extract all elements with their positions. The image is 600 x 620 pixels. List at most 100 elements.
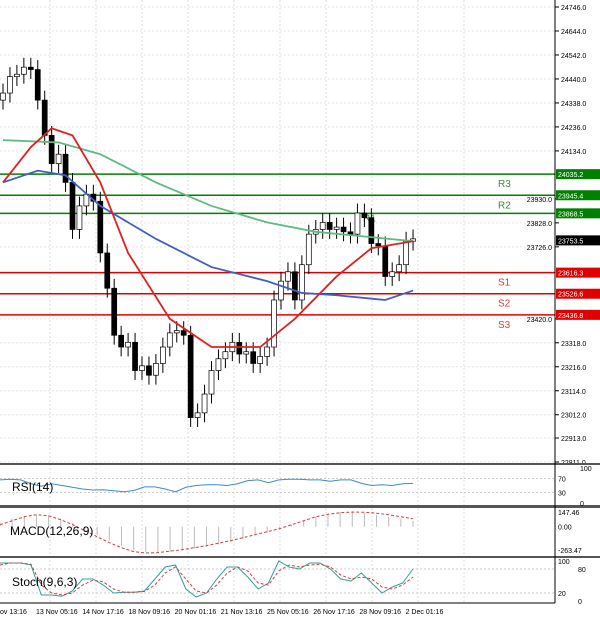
panel-separator [0, 463, 600, 465]
price-tick-label: 24746.0 [561, 5, 586, 12]
rsi-line [0, 478, 414, 493]
stoch-main-line [0, 560, 414, 598]
candle [278, 280, 284, 301]
price-tick-label: 23318.0 [561, 341, 586, 348]
candle [97, 200, 104, 254]
candle [333, 226, 340, 230]
level-label: R3 [498, 179, 511, 190]
candle [222, 351, 229, 360]
stoch-tick: 100 [558, 559, 570, 566]
panel-separator [0, 556, 600, 558]
candle [173, 330, 180, 334]
last-price-badge [556, 235, 600, 246]
price-tick-label: 23828.0 [527, 221, 552, 228]
stoch-signal-line [0, 562, 414, 596]
candle [21, 66, 27, 75]
candle [305, 233, 312, 266]
level-badge [556, 190, 600, 201]
candle [139, 365, 145, 371]
time-tick-label: 13 Nov 05:16 [36, 609, 78, 616]
candle [7, 76, 13, 94]
macd-signal-line [0, 511, 414, 554]
candle [264, 346, 270, 357]
level-value: 23868.5 [558, 211, 583, 218]
candle [250, 351, 257, 364]
candle [389, 271, 396, 277]
time-tick-label: 25 Nov 05:16 [267, 609, 309, 616]
ma-green-line [2, 139, 414, 243]
candle [340, 226, 347, 233]
candle [118, 334, 125, 348]
macd-tick: 147.46 [558, 510, 580, 517]
candle [146, 365, 152, 376]
price-tick-label: 24236.0 [561, 125, 586, 132]
candle [375, 243, 382, 247]
candle [14, 73, 20, 77]
candle [153, 363, 159, 376]
price-tick-label: 23216.0 [561, 365, 586, 372]
level-badge [556, 309, 600, 320]
last-price: 23753.5 [558, 238, 583, 245]
candle [62, 153, 69, 183]
candle [368, 217, 375, 244]
stoch-tick: 80 [578, 567, 586, 574]
price-tick-label: 24338.0 [561, 101, 586, 108]
candle [27, 66, 34, 70]
candle [69, 182, 76, 230]
time-tick-label: ov 13:16 [0, 609, 27, 616]
price-tick-label: 23012.0 [561, 413, 586, 420]
level-value: 23436.8 [558, 313, 583, 320]
price-tick-label: 23726.0 [527, 245, 552, 252]
candle [0, 92, 6, 101]
candle [257, 356, 263, 364]
stoch-tick: 20 [558, 591, 566, 598]
stoch-tick: 0 [578, 599, 582, 606]
candle [111, 287, 118, 336]
level-value: 23526.6 [558, 292, 583, 299]
level-label: S3 [498, 320, 511, 331]
candle [361, 212, 368, 219]
price-tick-label: 23930.0 [527, 197, 552, 204]
level-badge [556, 288, 600, 299]
rsi-tick: 100 [580, 466, 592, 473]
time-tick-label: 18 Nov 09:16 [128, 609, 170, 616]
candle [34, 69, 41, 101]
level-value: 24035.2 [558, 172, 583, 179]
candle [187, 334, 194, 418]
candle [396, 264, 402, 273]
candle [48, 135, 55, 164]
candle [55, 153, 62, 164]
price-tick-label: 23420.0 [527, 317, 552, 324]
candle [41, 99, 48, 136]
candle [403, 240, 409, 266]
ma-red-line [2, 127, 414, 348]
candle [354, 212, 361, 235]
candle [125, 341, 131, 348]
level-label: S2 [498, 299, 511, 310]
time-tick-label: 28 Nov 09:16 [359, 609, 401, 616]
candle [160, 346, 166, 364]
level-value: 23945.4 [558, 193, 583, 200]
candle [132, 341, 138, 371]
candle [208, 370, 215, 395]
level-label: R2 [498, 200, 511, 211]
stoch-label: Stoch(9,6,3) [12, 575, 77, 589]
ma-blue-line [2, 169, 414, 301]
price-tick-label: 24440.0 [561, 77, 586, 84]
rsi-label: RSI(14) [12, 480, 53, 494]
rsi-tick: 30 [558, 491, 566, 498]
rsi-tick: 70 [558, 477, 566, 484]
time-tick-label: 14 Nov 17:16 [82, 609, 124, 616]
level-label: S1 [498, 278, 511, 289]
candle [76, 205, 83, 230]
macd-tick: -263.47 [558, 548, 582, 555]
price-tick-label: 24644.0 [561, 29, 586, 36]
level-badge [556, 208, 600, 219]
candle [382, 245, 389, 277]
panel-separator [0, 505, 600, 508]
candle [194, 412, 201, 418]
price-tick-label: 24134.0 [561, 149, 586, 156]
candle [180, 330, 187, 336]
